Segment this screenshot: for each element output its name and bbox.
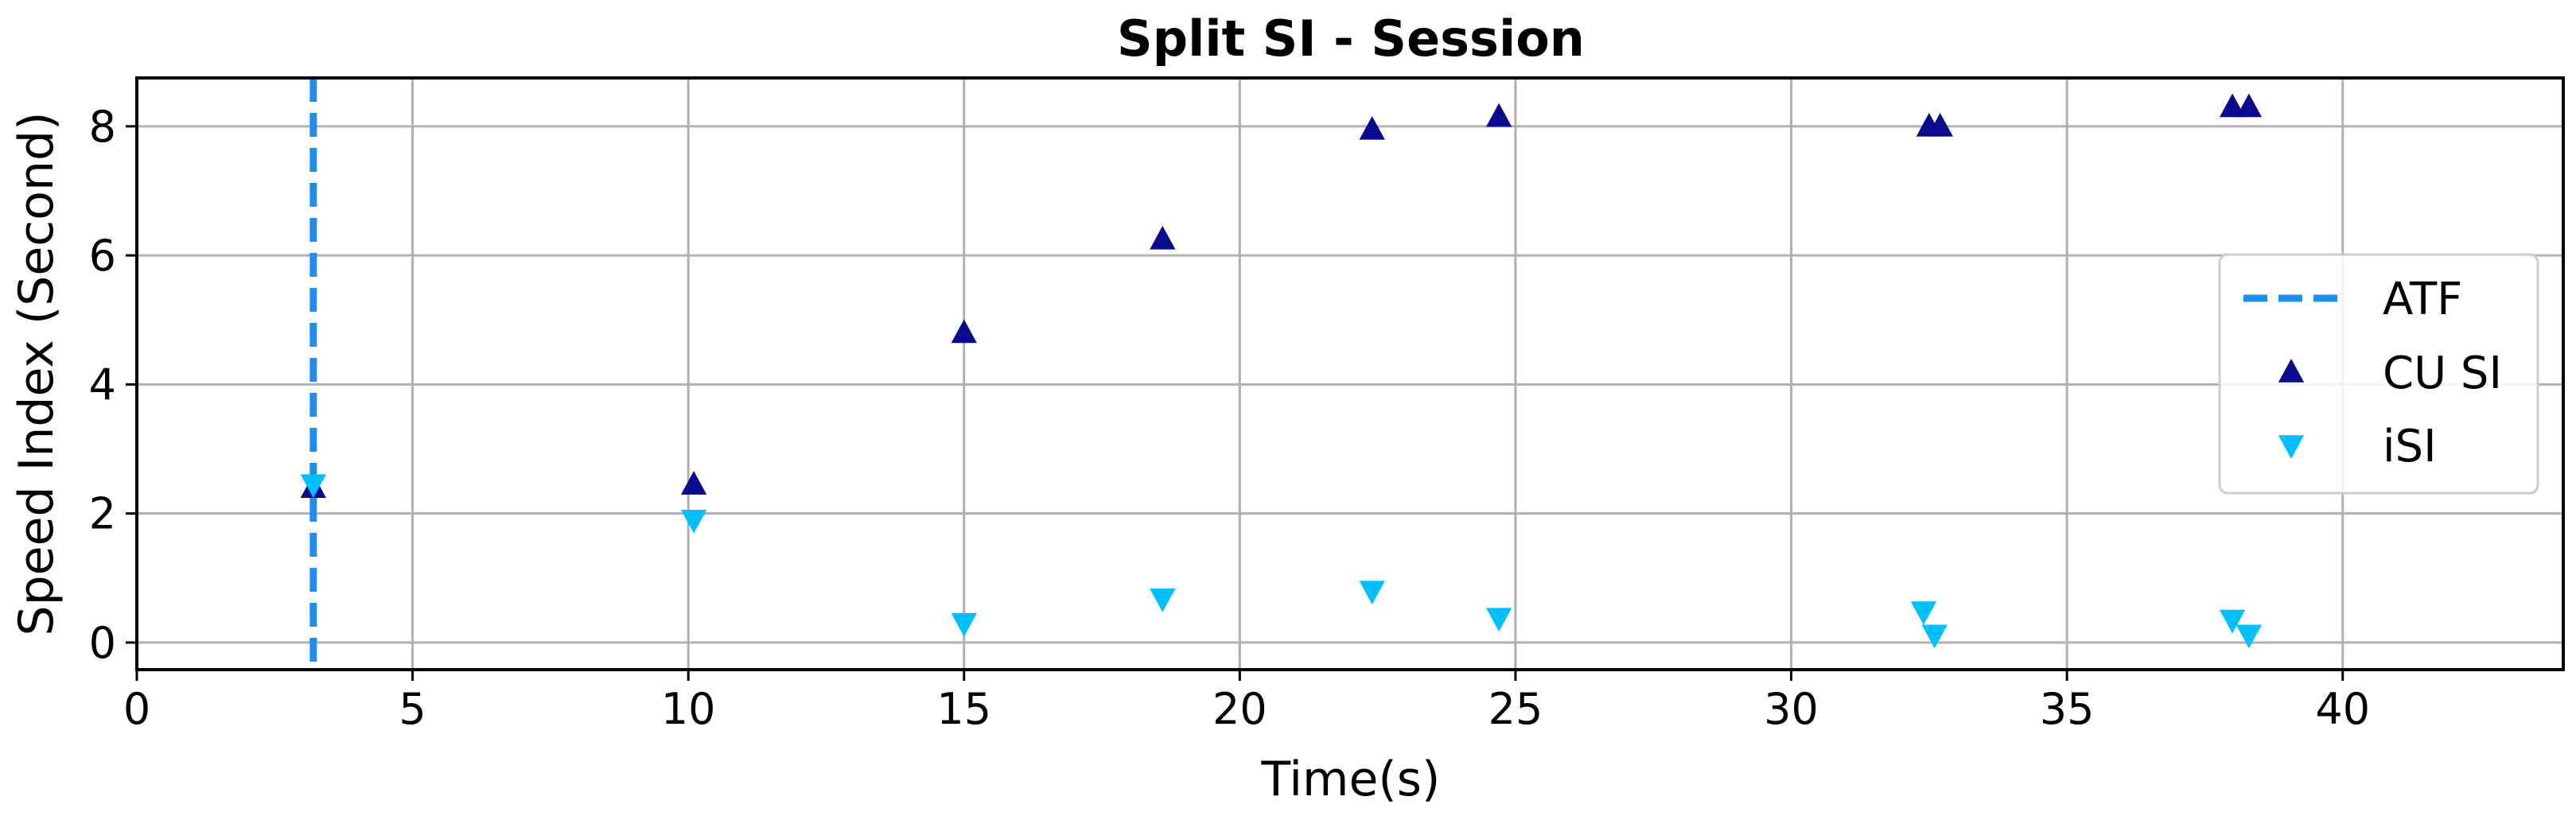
- legend-label-atf: ATF: [2383, 274, 2462, 325]
- y-tick-label: 6: [89, 231, 116, 281]
- y-axis-ticks: 0 2 4 6 8: [89, 102, 137, 668]
- x-tick-label: 35: [2040, 684, 2095, 734]
- plot-frame: [135, 76, 2565, 671]
- data-points: [300, 93, 2263, 649]
- isi-point: [1150, 589, 1176, 612]
- isi-point: [1486, 608, 1512, 632]
- x-tick-label: 20: [1212, 684, 1267, 734]
- legend-box: [2218, 253, 2539, 495]
- isi-point: [1921, 624, 1948, 649]
- legend: ATF CU SI iSI: [2218, 253, 2539, 495]
- isi-point: [1910, 601, 1937, 625]
- legend-cu-si-marker: [2278, 359, 2305, 383]
- x-tick-label: 40: [2315, 684, 2370, 734]
- cu-si-point: [2236, 93, 2263, 118]
- chart-title: Split SI - Session: [1117, 10, 1585, 68]
- isi-point: [951, 612, 977, 637]
- x-tick-label: 0: [123, 684, 150, 734]
- isi-point: [680, 510, 707, 534]
- cu-si-point: [951, 319, 977, 344]
- cu-si-point: [1927, 112, 1953, 137]
- isi-point: [2219, 609, 2246, 634]
- y-tick-label: 0: [89, 618, 116, 668]
- x-tick-label: 5: [399, 684, 426, 734]
- y-tick-label: 8: [89, 102, 116, 152]
- y-axis-label: Speed Index (Second): [9, 111, 64, 635]
- cu-si-point: [1359, 115, 1385, 140]
- x-tick-label: 30: [1764, 684, 1819, 734]
- legend-label-cu-si: CU SI: [2383, 348, 2502, 399]
- isi-point: [300, 474, 326, 499]
- cu-si-point: [1486, 103, 1512, 127]
- x-tick-label: 25: [1488, 684, 1543, 734]
- cu-si-point: [680, 471, 707, 495]
- x-tick-label: 10: [661, 684, 716, 734]
- legend-isi-marker: [2278, 435, 2305, 459]
- legend-label-isi: iSI: [2383, 421, 2437, 472]
- x-axis-ticks: 0 5 10 15 20 25 30 35 40: [123, 670, 2370, 734]
- y-tick-label: 2: [89, 489, 116, 539]
- isi-point: [2236, 624, 2263, 649]
- y-tick-label: 4: [89, 359, 116, 410]
- grid: [135, 78, 2563, 670]
- x-tick-label: 15: [936, 684, 991, 734]
- cu-si-point: [1150, 225, 1176, 250]
- x-axis-label: Time(s): [1261, 752, 1441, 807]
- cu-si-point: [2219, 93, 2246, 118]
- isi-point: [1359, 581, 1385, 605]
